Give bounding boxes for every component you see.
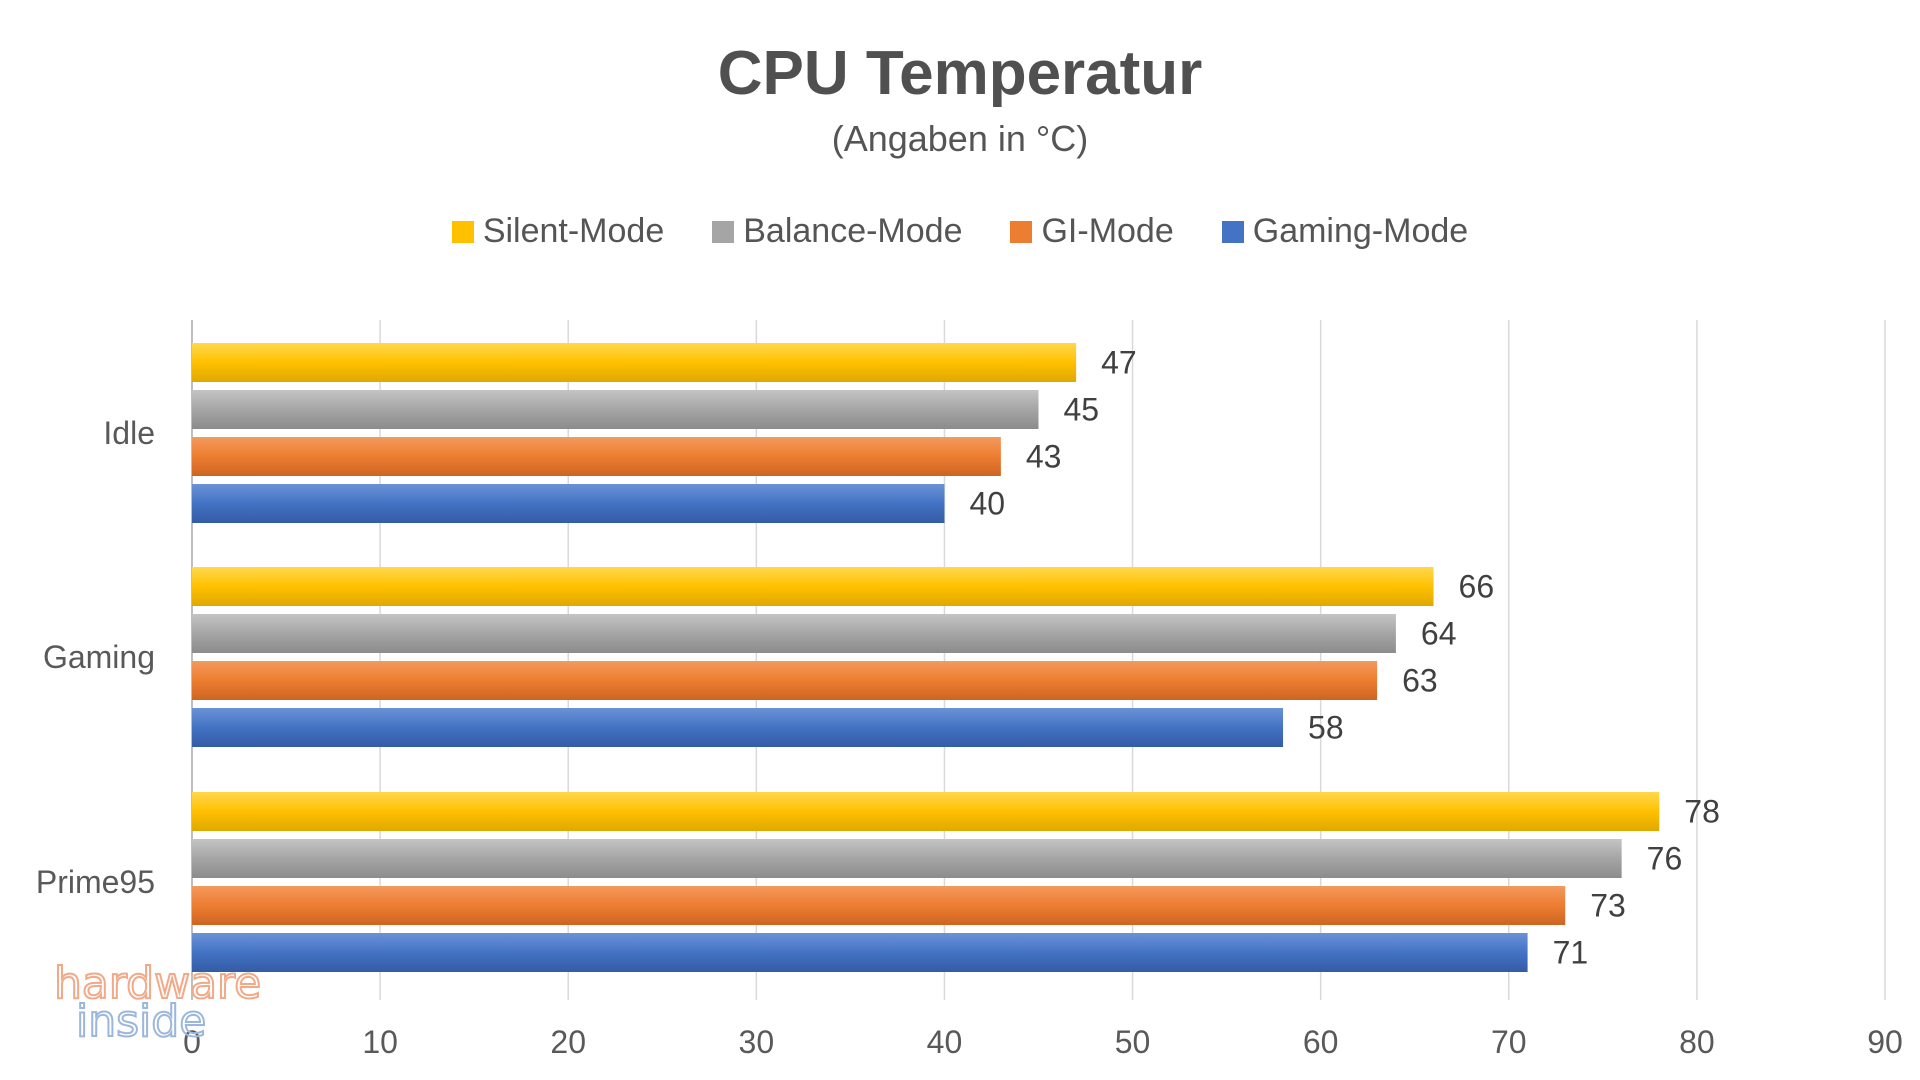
data-label-silent-mode-prime95: 78 bbox=[1684, 794, 1720, 830]
x-tick-label: 50 bbox=[1115, 1024, 1151, 1060]
x-tick-label: 0 bbox=[183, 1024, 201, 1060]
legend-label: GI-Mode bbox=[1041, 212, 1174, 250]
x-tick-label: 20 bbox=[550, 1024, 586, 1060]
logo-line-hardware: hardware bbox=[54, 962, 261, 1009]
bar-gaming-mode-gaming bbox=[192, 708, 1284, 747]
bar-gaming-mode-prime95 bbox=[192, 933, 1528, 972]
legend-label: Balance-Mode bbox=[743, 212, 963, 250]
legend-swatch bbox=[712, 220, 735, 243]
data-label-silent-mode-gaming: 66 bbox=[1459, 569, 1495, 605]
bar-silent-mode-prime95 bbox=[192, 792, 1660, 831]
legend-swatch bbox=[1221, 220, 1244, 243]
legend-swatch bbox=[451, 220, 474, 243]
chart-legend: Silent-Mode Balance-Mode GI-Mode Gaming-… bbox=[0, 212, 1920, 251]
legend-item-balance-mode: Balance-Mode bbox=[712, 212, 962, 251]
data-label-gi-mode-prime95: 73 bbox=[1590, 888, 1626, 924]
legend-swatch bbox=[1010, 220, 1033, 243]
y-category-label-gaming: Gaming bbox=[43, 639, 155, 675]
legend-item-silent-mode: Silent-Mode bbox=[451, 212, 665, 251]
bar-silent-mode-gaming bbox=[192, 567, 1434, 606]
legend-item-gi-mode: GI-Mode bbox=[1010, 212, 1174, 251]
legend-label: Gaming-Mode bbox=[1252, 212, 1469, 250]
x-tick-label: 60 bbox=[1303, 1024, 1339, 1060]
y-category-label-prime95: Prime95 bbox=[36, 864, 155, 900]
data-label-gaming-mode-prime95: 71 bbox=[1553, 935, 1589, 971]
legend-item-gaming-mode: Gaming-Mode bbox=[1221, 212, 1469, 251]
bar-gi-mode-prime95 bbox=[192, 886, 1566, 925]
bar-silent-mode-idle bbox=[192, 343, 1077, 382]
bar-gi-mode-gaming bbox=[192, 661, 1378, 700]
x-tick-label: 90 bbox=[1867, 1024, 1903, 1060]
bar-gi-mode-idle bbox=[192, 437, 1001, 476]
data-label-gaming-mode-idle: 40 bbox=[969, 486, 1005, 522]
axes: 0 10 20 30 40 50 60 70 80 90 Idle Gaming Prime95 bbox=[36, 415, 1903, 1060]
data-label-silent-mode-idle: 47 bbox=[1101, 345, 1137, 381]
bar-gaming-mode-idle bbox=[192, 484, 945, 523]
logo-line-inside: inside bbox=[76, 996, 206, 1042]
legend-label: Silent-Mode bbox=[482, 212, 665, 250]
bar-balance-mode-prime95 bbox=[192, 839, 1622, 878]
bar-balance-mode-idle bbox=[192, 390, 1039, 429]
data-label-gi-mode-gaming: 63 bbox=[1402, 663, 1438, 699]
chart-subtitle: (Angaben in °C) bbox=[831, 118, 1089, 159]
data-label-balance-mode-idle: 45 bbox=[1064, 392, 1100, 428]
x-tick-label: 10 bbox=[362, 1024, 398, 1060]
chart-title: CPU Temperatur bbox=[717, 39, 1203, 108]
y-category-label-idle: Idle bbox=[103, 415, 155, 451]
x-tick-label: 30 bbox=[739, 1024, 775, 1060]
bars bbox=[192, 343, 1660, 972]
data-label-gaming-mode-gaming: 58 bbox=[1308, 710, 1344, 746]
data-label-balance-mode-prime95: 76 bbox=[1647, 841, 1683, 877]
data-label-balance-mode-gaming: 64 bbox=[1421, 616, 1457, 652]
x-tick-label: 40 bbox=[927, 1024, 963, 1060]
x-tick-label: 70 bbox=[1491, 1024, 1527, 1060]
data-label-gi-mode-idle: 43 bbox=[1026, 439, 1062, 475]
x-tick-label: 80 bbox=[1679, 1024, 1715, 1060]
bar-balance-mode-gaming bbox=[192, 614, 1396, 653]
hardware-inside-logo: hardware inside bbox=[53, 962, 262, 1042]
